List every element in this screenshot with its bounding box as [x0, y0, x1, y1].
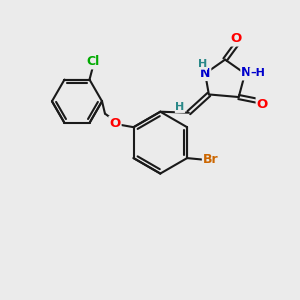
Text: N: N	[200, 67, 210, 80]
Text: H: H	[176, 102, 184, 112]
Text: H: H	[198, 59, 207, 69]
Text: Br: Br	[203, 153, 218, 166]
Text: O: O	[110, 117, 121, 130]
Text: –H: –H	[250, 68, 265, 78]
Text: O: O	[256, 98, 268, 111]
Text: Cl: Cl	[87, 56, 100, 68]
Text: O: O	[231, 32, 242, 46]
Text: N: N	[241, 67, 252, 80]
